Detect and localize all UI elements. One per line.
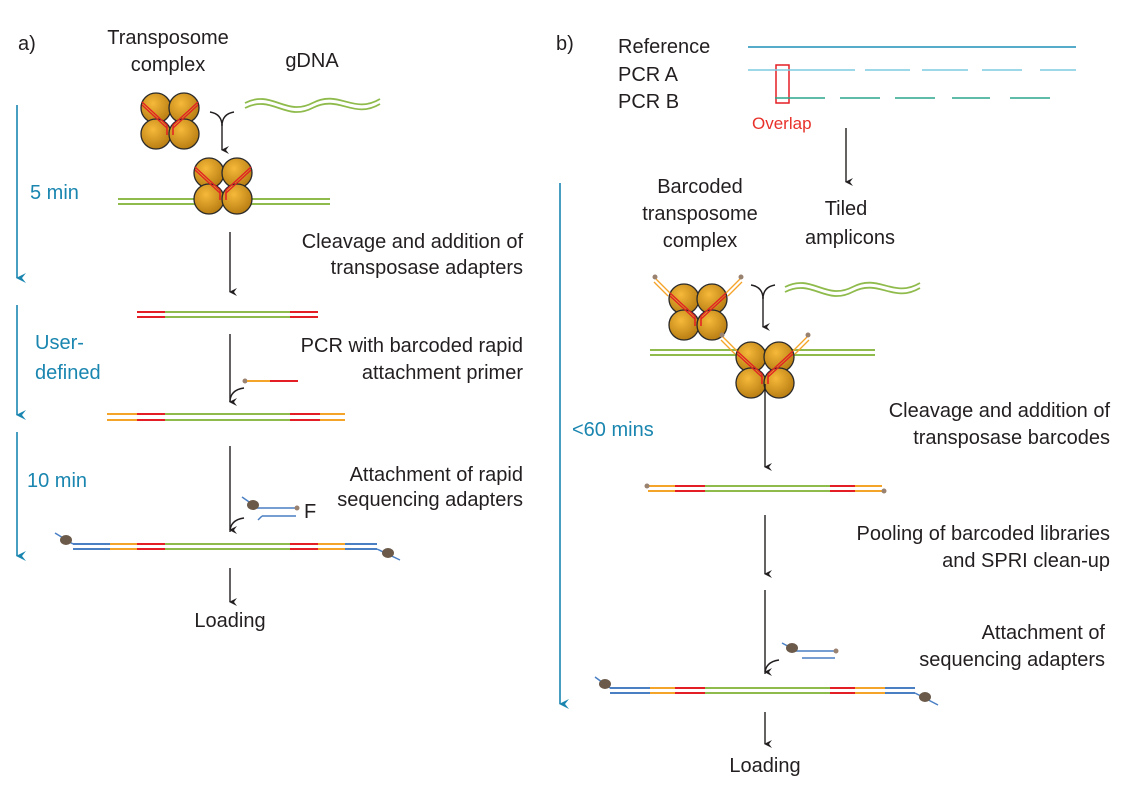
amplicons-label: Tiled <box>825 198 868 220</box>
transposome-icon <box>735 341 795 399</box>
barcode-adapter <box>725 278 741 294</box>
gdna-strand <box>244 97 381 108</box>
track-label: Reference <box>618 36 710 58</box>
timeline-label: 10 min <box>27 470 87 492</box>
transposase-subunit <box>696 309 728 341</box>
panel-a-label: a) <box>18 33 36 55</box>
primer-end-dot <box>242 378 248 384</box>
transposome-label: transposome <box>642 203 758 225</box>
gdna-strand <box>784 286 921 297</box>
join-hook <box>229 387 245 403</box>
step-text: and SPRI clean-up <box>942 550 1110 572</box>
adapter-end-dot <box>833 648 839 654</box>
transposon-end <box>141 104 168 135</box>
adapter-end-dot <box>652 274 658 280</box>
transposome-label: Transposome <box>107 27 229 49</box>
step-text: Attachment of rapid <box>350 464 523 486</box>
transposome-icon <box>140 92 200 150</box>
adapter-end-dot <box>644 483 650 489</box>
loading-label: Loading <box>729 755 800 777</box>
track-label: PCR A <box>618 64 679 86</box>
transposome-label: complex <box>131 54 205 76</box>
graphics <box>16 46 1076 748</box>
barcode-adapter <box>794 339 810 355</box>
adapter-segment <box>257 515 263 521</box>
adapter-end-dot <box>881 488 887 494</box>
barcode-adapter <box>655 278 671 294</box>
loading-label: Loading <box>194 610 265 632</box>
panel-b: b) Reference PCR A PCR B Overlap <60 min… <box>556 33 1110 777</box>
transposome-label: Barcoded <box>657 176 743 198</box>
merge-arrow <box>750 284 776 300</box>
join-hook <box>764 659 780 675</box>
adapter-end-dot <box>294 505 300 511</box>
transposome-label: complex <box>663 230 737 252</box>
transposon-end <box>194 169 221 200</box>
transposon-end <box>767 353 794 384</box>
panel-a: a) Transposome complex gDNA 5 min User- … <box>18 27 523 632</box>
barcode-adapter <box>722 336 738 352</box>
motor-protein-icon <box>382 548 394 558</box>
adapter-mark: F <box>304 501 316 523</box>
step-text: sequencing adapters <box>919 649 1105 671</box>
timeline-label: <60 mins <box>572 419 654 441</box>
step-text: PCR with barcoded rapid <box>301 335 523 357</box>
motor-protein-icon <box>919 692 931 702</box>
motor-protein-icon <box>786 643 798 653</box>
amplicons-label: amplicons <box>805 227 895 249</box>
step-text: transposase adapters <box>331 257 523 279</box>
adapter-end-dot <box>719 332 725 338</box>
transposon-end <box>225 169 252 200</box>
step-text: Cleavage and addition of <box>889 400 1111 422</box>
transposase-subunit <box>763 367 795 399</box>
transposon-end <box>669 295 696 326</box>
barcode-adapter <box>720 339 736 355</box>
merge-arrow <box>209 111 235 127</box>
join-hook <box>229 517 245 533</box>
step-text: transposase barcodes <box>913 427 1110 449</box>
barcode-adapter <box>792 336 808 352</box>
adapter-end-dot <box>738 274 744 280</box>
gdna-label: gDNA <box>285 50 339 72</box>
step-text: attachment primer <box>362 362 524 384</box>
transposome-icon <box>668 283 728 341</box>
step-text: Pooling of barcoded libraries <box>857 523 1111 545</box>
transposase-subunit <box>221 183 253 215</box>
transposome-icon <box>193 157 253 215</box>
overlap-label: Overlap <box>752 114 812 133</box>
overlap-box <box>775 64 790 104</box>
transposon-end <box>736 353 763 384</box>
step-text: sequencing adapters <box>337 489 523 511</box>
timeline-label: 5 min <box>30 182 79 204</box>
timeline-label: defined <box>35 362 101 384</box>
track-label: PCR B <box>618 91 679 113</box>
transposase-subunit <box>168 118 200 150</box>
step-text: Attachment of <box>982 622 1106 644</box>
barcode-adapter <box>653 281 669 297</box>
timeline-label: User- <box>35 332 84 354</box>
gdna-strand <box>244 102 381 113</box>
panel-b-label: b) <box>556 33 574 55</box>
gdna-strand <box>784 281 921 292</box>
motor-protein-icon <box>247 500 259 510</box>
transposon-end <box>700 295 727 326</box>
step-text: Cleavage and addition of <box>302 231 524 253</box>
motor-protein-icon <box>60 535 72 545</box>
adapter-end-dot <box>805 332 811 338</box>
motor-protein-icon <box>599 679 611 689</box>
barcode-adapter <box>727 281 743 297</box>
transposon-end <box>172 104 199 135</box>
